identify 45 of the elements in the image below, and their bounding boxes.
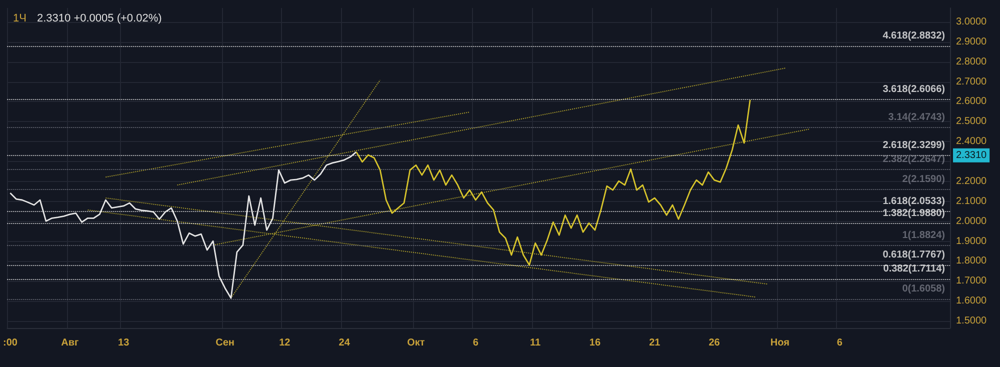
chart-subtitle: 2.3310 +0.0005 (+0.02%) (37, 12, 162, 24)
x-tick-label: 12 (279, 338, 291, 348)
y-tick-label: 2.0000 (956, 216, 988, 227)
ref-line-label: 2.618(2.3299) (882, 140, 945, 152)
x-tick-label: 26 (708, 338, 720, 348)
y-tick-label: 2.9000 (956, 36, 988, 48)
x-tick-label: 21 (649, 338, 661, 348)
y-tick-label: 1.9000 (956, 236, 988, 247)
y-tick-label: 2.1000 (956, 196, 988, 207)
x-tick-label: 24 (338, 338, 350, 348)
x-tick-label: Окт (407, 338, 425, 348)
ref-line-label: 4.618(2.8832) (882, 30, 945, 42)
y-tick-label: 3.0000 (956, 16, 988, 28)
x-tick-label: Ноя (770, 338, 790, 348)
annotation: 2.3310 (956, 150, 988, 161)
line-series (356, 99, 751, 266)
chart-title: 1Ч (13, 12, 26, 24)
y-tick-label: 2.6000 (956, 96, 988, 108)
y-tick-label: 2.5000 (956, 116, 988, 128)
ref-line-label: 3.14(2.4743) (888, 112, 945, 124)
ref-line-label: 1.382(1.9880) (882, 208, 945, 219)
y-tick-label: 2.7000 (956, 76, 988, 88)
y-tick-label: 2.4000 (956, 136, 988, 148)
ref-line-label: 3.618(2.6066) (882, 84, 945, 96)
ref-line-label: 0.382(1.7114) (883, 264, 945, 275)
x-tick-label: 16 (589, 338, 601, 348)
x-tick-label: 6 (836, 338, 843, 348)
ref-line-label: 1.618(2.0533) (882, 196, 945, 207)
y-tick-label: 1.6000 (956, 296, 988, 307)
x-tick-label: 11 (530, 338, 542, 348)
ref-line-label: 0(1.6058) (902, 284, 945, 295)
x-tick-label: 13 (118, 338, 130, 348)
y-tick-label: 1.8000 (956, 256, 988, 267)
ref-line-label: 2(2.1590) (902, 174, 945, 185)
x-tick-label: Сен (216, 338, 234, 348)
x-tick-label: Авг (61, 338, 79, 348)
y-tick-label: 2.8000 (956, 56, 988, 68)
ref-line-label: 1(1.8824) (902, 230, 945, 241)
x-tick-label: :00 (2, 338, 18, 348)
y-tick-label: 2.2000 (956, 176, 988, 187)
y-tick-label: 1.7000 (956, 276, 988, 287)
ref-line-label: 0.618(1.7767) (882, 250, 945, 261)
ref-line-label: 2.382(2.2647) (882, 154, 945, 165)
x-tick-label: 6 (472, 338, 479, 348)
y-tick-label: 1.5000 (956, 316, 988, 327)
